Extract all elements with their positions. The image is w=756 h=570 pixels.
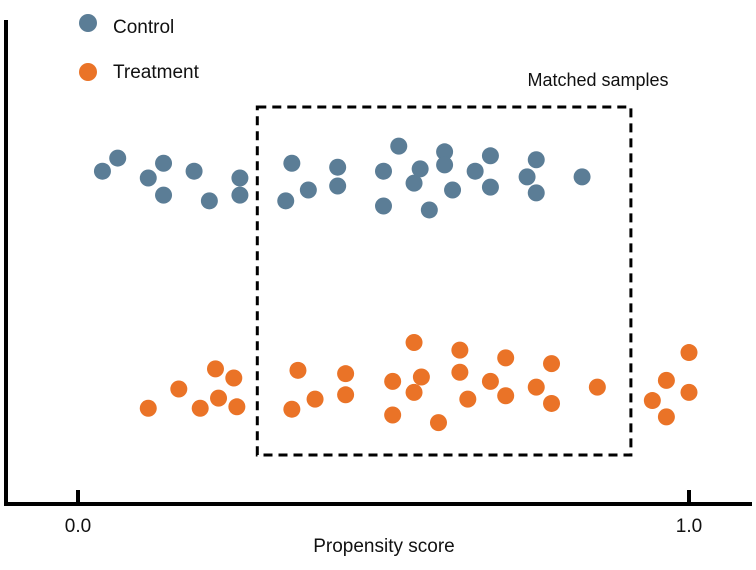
treatment-point [405, 333, 423, 351]
treatment-point [451, 363, 469, 381]
treatment-point [497, 349, 515, 367]
treatment-point [170, 380, 188, 398]
legend-label-treatment: Treatment [113, 62, 200, 83]
treatment-point [412, 368, 430, 386]
treatment-point [657, 371, 675, 389]
control-point [390, 137, 408, 155]
control-point [277, 192, 295, 210]
treatment-point [210, 389, 228, 407]
control-point [375, 197, 392, 215]
control-point [436, 143, 454, 161]
control-point [329, 177, 347, 195]
control-point [411, 160, 429, 178]
control-point [231, 186, 249, 204]
treatment-point [289, 361, 307, 379]
treatment-point [680, 383, 698, 401]
control-point [527, 151, 545, 169]
control-point [200, 192, 218, 210]
control-point [405, 174, 423, 192]
legend: Control Treatment [79, 14, 200, 83]
control-point [185, 162, 203, 180]
treatment-point [191, 399, 209, 417]
treatment-point [384, 372, 402, 390]
control-point [283, 154, 301, 172]
x-tick-label: 1.0 [676, 516, 702, 537]
control-point [329, 158, 347, 176]
control-point [466, 162, 484, 180]
control-point [109, 149, 127, 167]
treatment-point [481, 372, 499, 390]
treatment-point [543, 394, 561, 412]
control-point [420, 201, 438, 219]
treatment-point [643, 392, 661, 410]
treatment-point [283, 400, 301, 418]
control-point [481, 147, 499, 165]
control-point [527, 184, 545, 202]
treatment-point [429, 414, 447, 432]
legend-marker-control [79, 14, 97, 32]
control-point [444, 181, 462, 199]
x-tick-label: 0.0 [65, 516, 91, 537]
control-point [93, 162, 111, 180]
treatment-point [680, 344, 698, 362]
control-point [155, 154, 173, 172]
treatment-point [139, 399, 157, 417]
treatment-point [459, 390, 477, 408]
treatment-point [657, 408, 675, 426]
control-point [436, 156, 454, 174]
treatment-point [337, 386, 355, 404]
treatment-point [543, 355, 561, 373]
matched-samples-label: Matched samples [527, 70, 668, 90]
treatment-point [588, 378, 606, 396]
control-point [139, 169, 157, 187]
treatment-point [497, 387, 515, 405]
control-point [231, 169, 249, 187]
control-point [573, 168, 591, 186]
treatment-point [228, 398, 246, 416]
treatment-point [306, 390, 324, 408]
treatment-point [405, 383, 423, 401]
data-points [93, 137, 698, 432]
treatment-point [384, 406, 402, 424]
legend-label-control: Control [113, 17, 174, 38]
treatment-point [337, 365, 355, 383]
treatment-point [206, 360, 224, 378]
control-point [518, 168, 536, 186]
matched-samples-box [255, 105, 633, 457]
legend-marker-treatment [79, 63, 97, 81]
treatment-point [225, 369, 243, 387]
x-axis-label: Propensity score [313, 536, 455, 557]
treatment-point [527, 378, 545, 396]
control-point [299, 181, 317, 199]
treatment-point [451, 341, 469, 359]
control-point [375, 162, 392, 180]
x-ticks: 0.0 1.0 [65, 490, 702, 537]
control-point [155, 186, 173, 204]
control-point [481, 178, 499, 196]
